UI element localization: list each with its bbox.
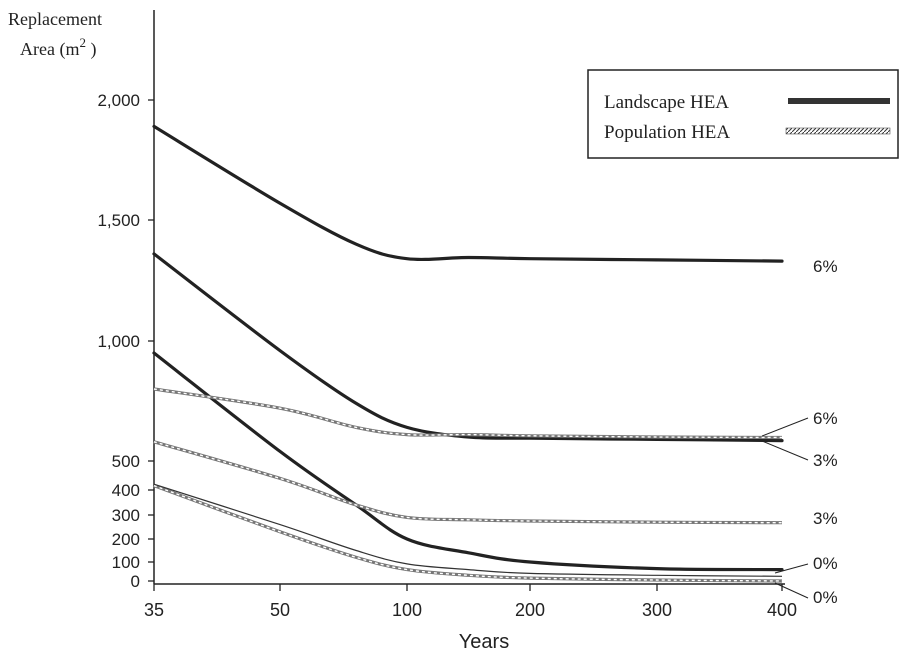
series-line-population-hea-6--base xyxy=(153,387,783,440)
x-tick-label-0: 35 xyxy=(144,600,164,620)
series-line-population-hea-0- xyxy=(153,484,783,583)
y-tick-label-3: 300 xyxy=(112,506,140,525)
y-tick-label-6: 1,000 xyxy=(97,332,140,351)
series-line-population-hea-3--dash xyxy=(153,441,783,524)
x-tick-label-1: 50 xyxy=(270,600,290,620)
legend-swatch-landscape xyxy=(788,98,890,104)
series-line-population-hea-3--base xyxy=(153,440,783,525)
series-line-unlabeled-na-6 xyxy=(153,483,783,577)
y-tick-label-4: 400 xyxy=(112,481,140,500)
series-label-5: 0% xyxy=(813,588,838,607)
legend-box xyxy=(587,69,899,159)
y-tick-label-0: 0 xyxy=(131,572,140,591)
series-label-leader-5 xyxy=(774,582,809,599)
y-tick-label-7: 1,500 xyxy=(97,211,140,230)
series-label-leader-4 xyxy=(774,563,809,574)
series-line-population-hea-0--base xyxy=(153,484,783,583)
y-axis-label-line1: Replacement xyxy=(8,9,102,29)
series-line-population-hea-6- xyxy=(153,387,783,440)
y-tick-label-2: 200 xyxy=(112,530,140,549)
y-tick-label-5: 500 xyxy=(112,452,140,471)
series-layer xyxy=(152,124,784,583)
series-label-3: 3% xyxy=(813,509,838,528)
series-line-population-hea-0--dash xyxy=(153,484,783,582)
series-label-2: 3% xyxy=(813,451,838,470)
x-tick-label-5: 400 xyxy=(767,600,797,620)
legend-label-landscape: Landscape HEA xyxy=(604,92,729,113)
x-axis-label: Years xyxy=(459,631,509,653)
legend-label-population: Population HEA xyxy=(604,122,730,143)
series-line-landscape-hea-0- xyxy=(152,351,784,572)
y-tick-label-8: 2,000 xyxy=(97,91,140,110)
y-axis-label-line2: Area (m2 ) xyxy=(20,35,96,60)
series-label-leader-1 xyxy=(761,417,809,437)
x-tick-label-4: 300 xyxy=(642,600,672,620)
series-label-leader-2 xyxy=(761,440,809,461)
legend-swatch-population xyxy=(785,127,891,135)
x-tick-label-2: 100 xyxy=(392,600,422,620)
x-tick-label-3: 200 xyxy=(515,600,545,620)
series-line-landscape-hea-3- xyxy=(152,252,784,443)
series-label-1: 6% xyxy=(813,409,838,428)
series-line-population-hea-3- xyxy=(153,440,783,525)
series-label-layer: 6% 6% 3% 3% 0% 0% xyxy=(761,257,838,607)
series-line-population-hea-6--dash xyxy=(153,388,783,439)
x-ticks: 35 50 100 200 300 400 xyxy=(144,584,797,620)
legend: Landscape HEA Population HEA xyxy=(587,69,899,159)
series-label-0: 6% xyxy=(813,257,838,276)
series-line-landscape-hea-6- xyxy=(152,124,784,263)
series-label-4: 0% xyxy=(813,554,838,573)
y-tick-label-1: 100 xyxy=(112,553,140,572)
